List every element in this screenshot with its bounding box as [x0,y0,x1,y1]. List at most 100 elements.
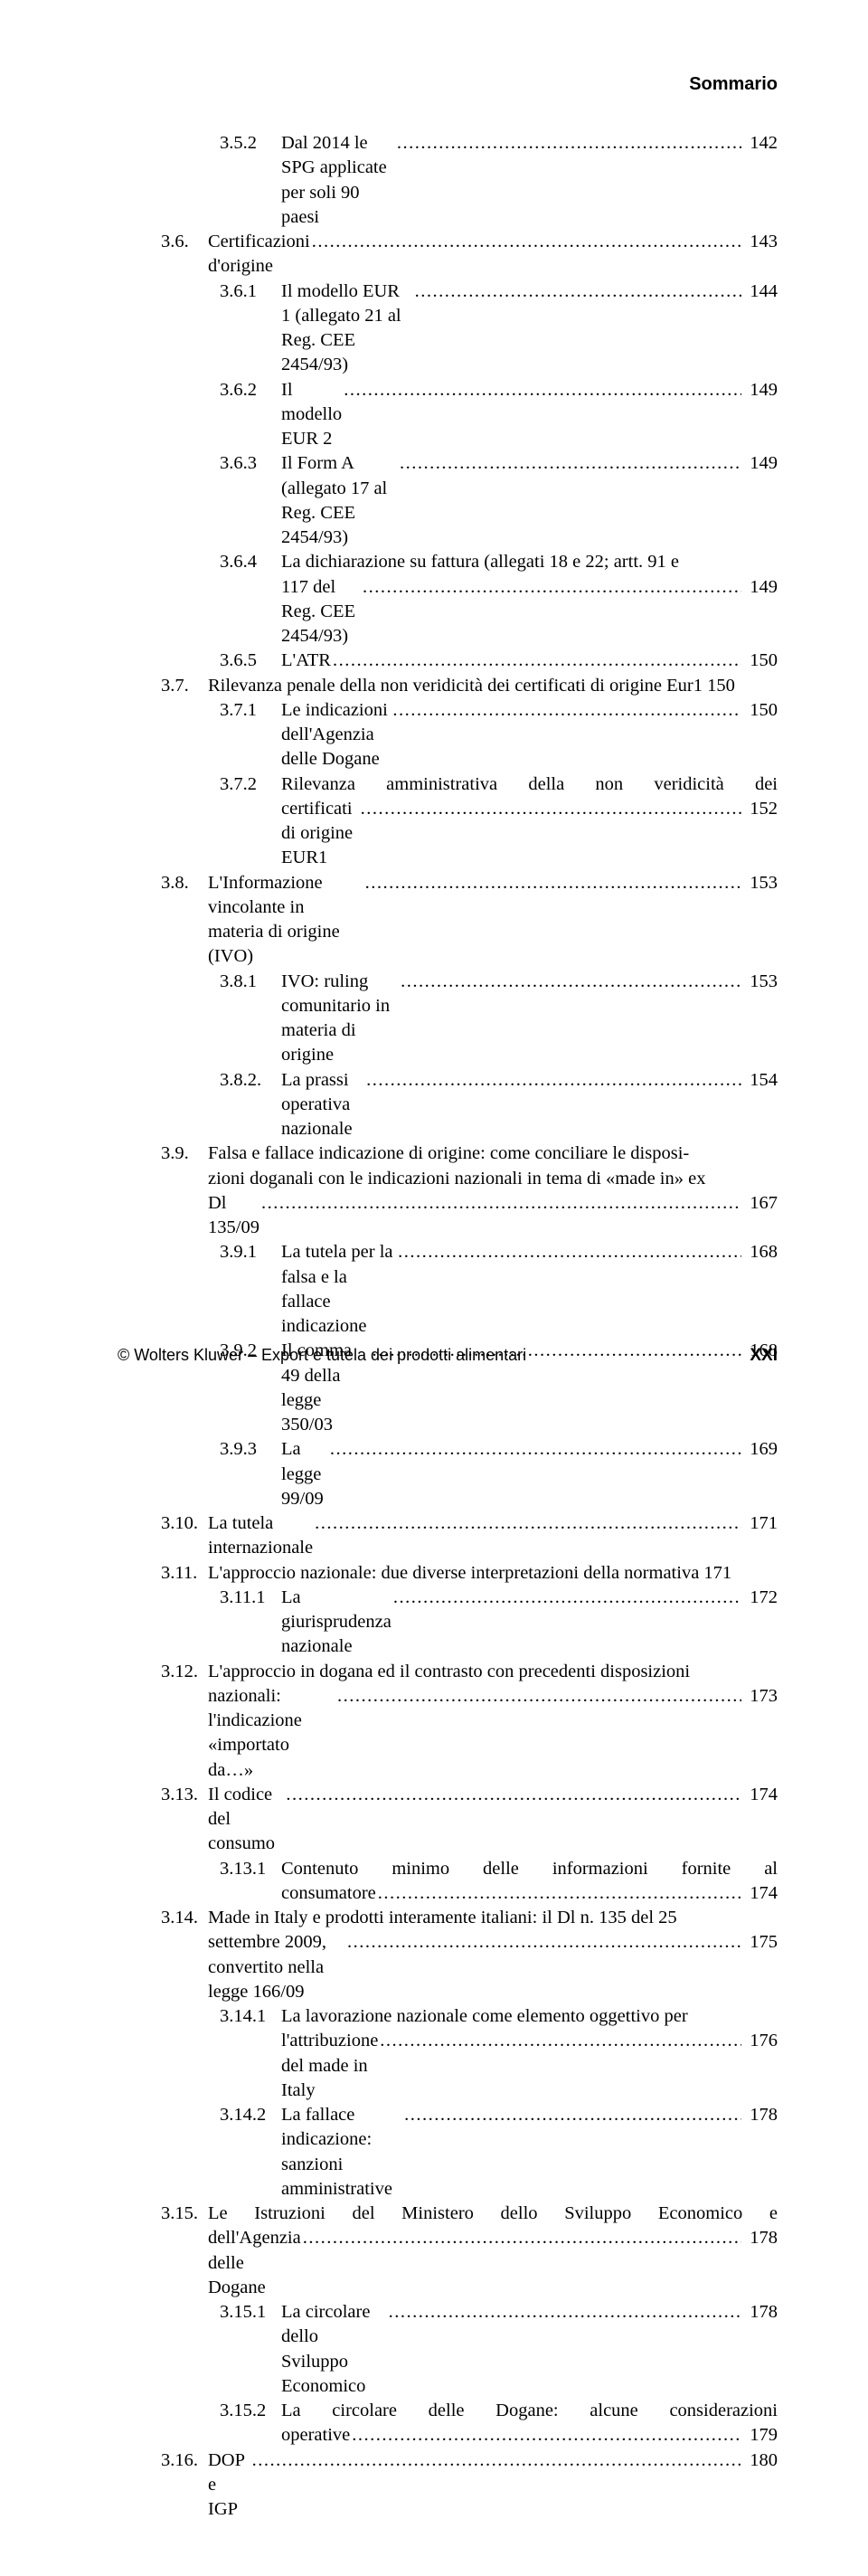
toc-page: 171 [741,1511,778,1536]
toc-leader [342,378,741,402]
toc-page: 179 [741,2423,778,2448]
toc-title: La fallace indicazione: sanzioni amminis… [281,2103,402,2202]
toc-entry: 3.16.DOP e IGP180 [118,2448,778,2523]
toc-title: Il modello EUR 2 [281,378,342,452]
toc-number: 3.15. [161,2202,208,2226]
toc-title: L'approccio in dogana ed il contrasto co… [208,1660,690,1684]
toc-page: 153 [741,970,778,994]
toc-leader [364,1068,741,1093]
toc-page: 152 [741,797,778,821]
table-of-contents: 3.5.2Dal 2014 le SPG applicate per soli … [118,131,778,2522]
toc-entry: 3.13.Il codice del consumo174 [118,1783,778,1857]
toc-title: Il Form A (allegato 17 al Reg. CEE 2454/… [281,451,398,550]
toc-title: Il codice del consumo [208,1783,284,1857]
toc-entry: 3.7.1Le indicazioni dell'Agenzia delle D… [118,698,778,772]
page-header: Sommario [118,74,778,95]
toc-title: L'approccio nazionale: due diverse inter… [208,1561,699,1586]
toc-entry: 3.6.Certificazioni d'origine 143 [118,230,778,279]
toc-leader [399,970,741,994]
toc-page: 154 [741,1068,778,1093]
toc-title: La giurisprudenza nazionale [281,1586,392,1660]
toc-title: nazionali: l'indicazione «importato da…» [208,1684,335,1783]
toc-number: 3.14.2 [220,2103,281,2127]
toc-page: 176 [741,2029,778,2053]
toc-title: settembre 2009, convertito nella legge 1… [208,1930,345,2004]
toc-page: 171 [699,1561,731,1586]
toc-leader [391,698,741,723]
toc-title: dell'Agenzia delle Dogane [208,2226,301,2300]
toc-number: 3.11. [161,1561,208,1586]
toc-leader [378,2029,741,2053]
toc-number: 3.15.1 [220,2300,281,2325]
toc-title: L'ATR [281,649,331,673]
toc-leader [331,649,741,673]
toc-page: 178 [741,2103,778,2127]
toc-entry: 3.12.L'approccio in dogana ed il contras… [118,1660,778,1783]
toc-page: 149 [741,575,778,600]
toc-title: La prassi operativa nazionale [281,1068,364,1142]
toc-page: 150 [703,674,735,698]
toc-title: operative [281,2423,350,2448]
toc-title: DOP e IGP [208,2448,250,2523]
toc-entry: 3.7.2Rilevanza amministrativa della non … [118,772,778,871]
toc-page: 150 [741,698,778,723]
toc-entry: 3.15.Le Istruzioni del Ministero dello S… [118,2202,778,2300]
toc-title: La dichiarazione su fattura (allegati 18… [281,550,679,574]
toc-leader [345,1930,741,1955]
toc-entry: 3.15.2La circolare delle Dogane: alcune … [118,2399,778,2448]
toc-entry: 3.11.1La giurisprudenza nazionale 172 [118,1586,778,1660]
toc-title: Rilevanza penale della non veridicità de… [208,674,703,698]
toc-leader [259,1191,741,1216]
toc-leader [350,2423,741,2448]
toc-page: 142 [741,131,778,156]
toc-leader [363,871,741,895]
toc-entry: 3.8.L'Informazione vincolante in materia… [118,871,778,970]
toc-number: 3.8.1 [220,970,281,994]
toc-title: La tutela internazionale [208,1511,313,1561]
toc-entry: 3.6.2Il modello EUR 2149 [118,378,778,452]
toc-number: 3.6.5 [220,649,281,673]
page-footer: © Wolters Kluwer – Export e tutela dei p… [118,1346,778,1366]
toc-leader [359,797,741,821]
toc-entry: 3.9.1La tutela per la falsa e la fallace… [118,1240,778,1339]
toc-leader [376,1881,741,1906]
toc-number: 3.10. [161,1511,208,1536]
toc-title: La tutela per la falsa e la fallace indi… [281,1240,396,1339]
toc-page: 174 [741,1881,778,1906]
toc-number: 3.6. [161,230,208,254]
toc-leader [335,1684,741,1709]
toc-number: 3.7. [161,674,208,698]
toc-leader [396,1240,741,1264]
toc-entry: 3.9.3La legge 99/09169 [118,1437,778,1511]
toc-page: 173 [741,1684,778,1709]
toc-number: 3.8. [161,871,208,895]
toc-page: 174 [741,1783,778,1807]
footer-copyright: © Wolters Kluwer – Export e tutela dei p… [118,1346,526,1365]
toc-entry: 3.7.Rilevanza penale della non veridicit… [118,674,778,698]
toc-entry: 3.5.2Dal 2014 le SPG applicate per soli … [118,131,778,230]
toc-page: 143 [741,230,778,254]
toc-entry: 3.15.1La circolare dello Sviluppo Econom… [118,2300,778,2399]
toc-number: 3.11.1 [220,1586,281,1610]
toc-number: 3.7.1 [220,698,281,723]
toc-page: 149 [741,378,778,402]
toc-title: Made in Italy e prodotti interamente ita… [208,1906,677,1930]
toc-page: 153 [741,871,778,895]
toc-number: 3.14.1 [220,2004,281,2029]
toc-leader [398,451,741,476]
toc-number: 3.13.1 [220,1857,281,1881]
toc-page: 150 [741,649,778,673]
toc-page: 167 [741,1191,778,1216]
toc-leader [250,2448,741,2473]
toc-leader [313,1511,741,1536]
toc-page: 172 [741,1586,778,1610]
toc-title: certificati di origine EUR1 [281,797,359,871]
toc-title: Certificazioni d'origine [208,230,310,279]
toc-title: Le Istruzioni del Ministero dello Svilup… [208,2202,778,2226]
toc-number: 3.9.3 [220,1437,281,1462]
toc-leader [310,230,741,254]
toc-title: L'Informazione vincolante in materia di … [208,871,363,970]
toc-title: l'attribuzione del made in Italy [281,2029,378,2103]
toc-title: IVO: ruling comunitario in materia di or… [281,970,399,1068]
toc-page: 180 [741,2448,778,2473]
